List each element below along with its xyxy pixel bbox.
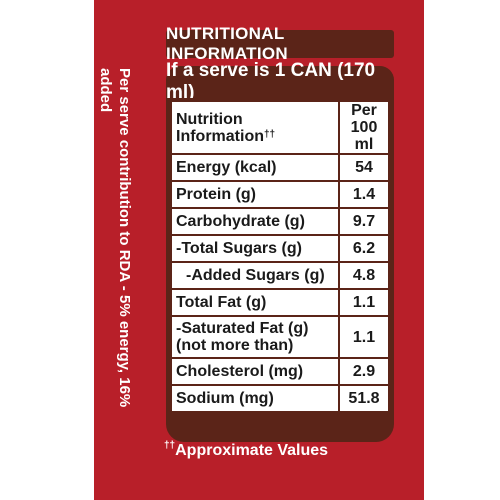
row-value: 51.8 — [338, 384, 390, 411]
row-value: 2.9 — [338, 357, 390, 386]
table-row: Protein (g) 1.4 — [170, 180, 390, 209]
table-header-row: Nutrition Information†† Per 100 ml — [170, 100, 390, 155]
serving-size: If a serve is 1 CAN (170 ml) — [166, 60, 394, 103]
table-row: -Added Sugars (g) 4.8 — [170, 261, 390, 290]
table-row: Cholesterol (mg) 2.9 — [170, 357, 390, 386]
table-row: -Total Sugars (g) 6.2 — [170, 234, 390, 263]
nutrition-heading: NUTRITIONAL INFORMATION — [166, 24, 394, 63]
rda-note-line-1: Per serve contribution to RDA - 5% energ… — [97, 68, 133, 408]
row-value: 6.2 — [338, 234, 390, 263]
header-dagger-mark: †† — [264, 128, 276, 140]
row-label: Sodium (mg) — [170, 384, 340, 411]
rda-note-line-2: sugar, 3% total fat, 9% saturated fat an… — [78, 68, 95, 435]
table-row: Energy (kcal) 54 — [170, 153, 390, 182]
row-label: -Total Sugars (g) — [170, 234, 340, 263]
row-value: 54 — [338, 153, 390, 182]
header-per-cell: Per 100 ml — [338, 100, 390, 155]
row-value: 1.4 — [338, 180, 390, 209]
row-label: -Added Sugars (g) — [170, 261, 340, 290]
row-value: 9.7 — [338, 207, 390, 236]
row-value: 4.8 — [338, 261, 390, 290]
row-label: Total Fat (g) — [170, 288, 340, 317]
row-label: Cholesterol (mg) — [170, 357, 340, 386]
row-value: 1.1 — [338, 288, 390, 317]
table-row: Sodium (mg) 51.8 — [170, 384, 390, 411]
nutrition-table-frame: Nutrition Information†† Per 100 ml Energy … — [166, 98, 394, 442]
rda-side-note: Per serve contribution to RDA - 5% energ… — [78, 68, 134, 448]
header-per-label: Per — [351, 102, 377, 119]
header-information-label: Information — [176, 127, 264, 145]
row-label: -Saturated Fat (g) (not more than) — [170, 315, 340, 359]
row-label: Energy (kcal) — [170, 153, 340, 182]
header-nutrition-label: Nutrition — [176, 110, 243, 128]
not-more-than-label: (not more than) — [176, 337, 294, 354]
table-row: Total Fat (g) 1.1 — [170, 288, 390, 317]
table-row: Carbohydrate (g) 9.7 — [170, 207, 390, 236]
footnote-dagger-mark: †† — [164, 440, 176, 451]
header-nutrition-cell: Nutrition Information†† — [170, 100, 340, 155]
nutrition-table: Nutrition Information†† Per 100 ml Energy … — [170, 100, 390, 411]
saturated-fat-label: -Saturated Fat (g) — [176, 320, 309, 337]
row-value: 1.1 — [338, 315, 390, 359]
row-label: Carbohydrate (g) — [170, 207, 340, 236]
table-row: -Saturated Fat (g) (not more than) 1.1 — [170, 315, 390, 359]
row-label: Protein (g) — [170, 180, 340, 209]
header-100ml-label: 100 ml — [350, 119, 378, 153]
footnote-text: Approximate Values — [175, 442, 329, 459]
footnote: ††Approximate Values — [164, 440, 329, 460]
